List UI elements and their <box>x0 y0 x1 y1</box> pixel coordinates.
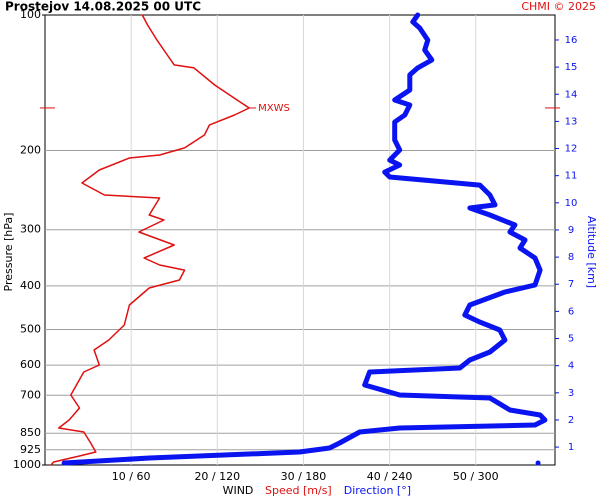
x-tick-label: 10 / 60 <box>112 470 151 483</box>
y2-tick-label: 2 <box>568 415 574 426</box>
y-tick-label: 1000 <box>13 458 41 471</box>
y-tick-label: 600 <box>20 358 41 371</box>
y2-tick-label: 16 <box>565 35 578 46</box>
y-tick-label: 925 <box>20 443 41 456</box>
x-tick-label: 30 / 180 <box>281 470 327 483</box>
y2-tick-label: 13 <box>565 116 578 127</box>
credit: CHMI © 2025 <box>521 0 596 13</box>
y-axis-label: Pressure [hPa] <box>2 213 15 292</box>
y2-tick-label: 5 <box>568 334 574 345</box>
y-tick-label: 200 <box>20 143 41 156</box>
y-tick-label: 500 <box>20 323 41 336</box>
y2-tick-label: 6 <box>568 306 574 317</box>
x-tick-label: 40 / 240 <box>367 470 413 483</box>
y2-tick-label: 7 <box>568 279 574 290</box>
legend-entry: Speed [m/s] <box>265 484 332 497</box>
profile-line <box>61 12 548 466</box>
y2-tick-label: 15 <box>565 62 578 73</box>
y2-tick-label: 3 <box>568 388 574 399</box>
y2-tick-label: 12 <box>565 144 578 155</box>
x-tick-label: 50 / 300 <box>453 470 499 483</box>
chart-title: Prostejov 14.08.2025 00 UTC <box>5 0 201 14</box>
profile-line <box>50 14 250 466</box>
x-axis-label: WIND <box>223 484 254 497</box>
y2-tick-label: 8 <box>568 252 574 263</box>
y-tick-label: 100 <box>20 8 41 21</box>
y-tick-label: 400 <box>20 279 41 292</box>
surface-point <box>535 460 541 466</box>
y-tick-label: 300 <box>20 223 41 236</box>
plot-frame <box>44 14 556 466</box>
y-tick-label: 850 <box>20 426 41 439</box>
y2-tick-label: 9 <box>568 225 574 236</box>
y2-tick-label: 11 <box>565 171 578 182</box>
y2-axis-label: Altitude [km] <box>585 216 598 288</box>
y2-tick-label: 10 <box>565 198 578 209</box>
y2-tick-label: 14 <box>565 89 578 100</box>
y2-tick-label: 1 <box>568 442 574 453</box>
annotation: MXWS <box>258 103 290 114</box>
legend-entry: Direction [°] <box>344 484 411 497</box>
y-tick-label: 700 <box>20 388 41 401</box>
x-tick-label: 20 / 120 <box>194 470 240 483</box>
y2-tick-label: 4 <box>568 361 574 372</box>
